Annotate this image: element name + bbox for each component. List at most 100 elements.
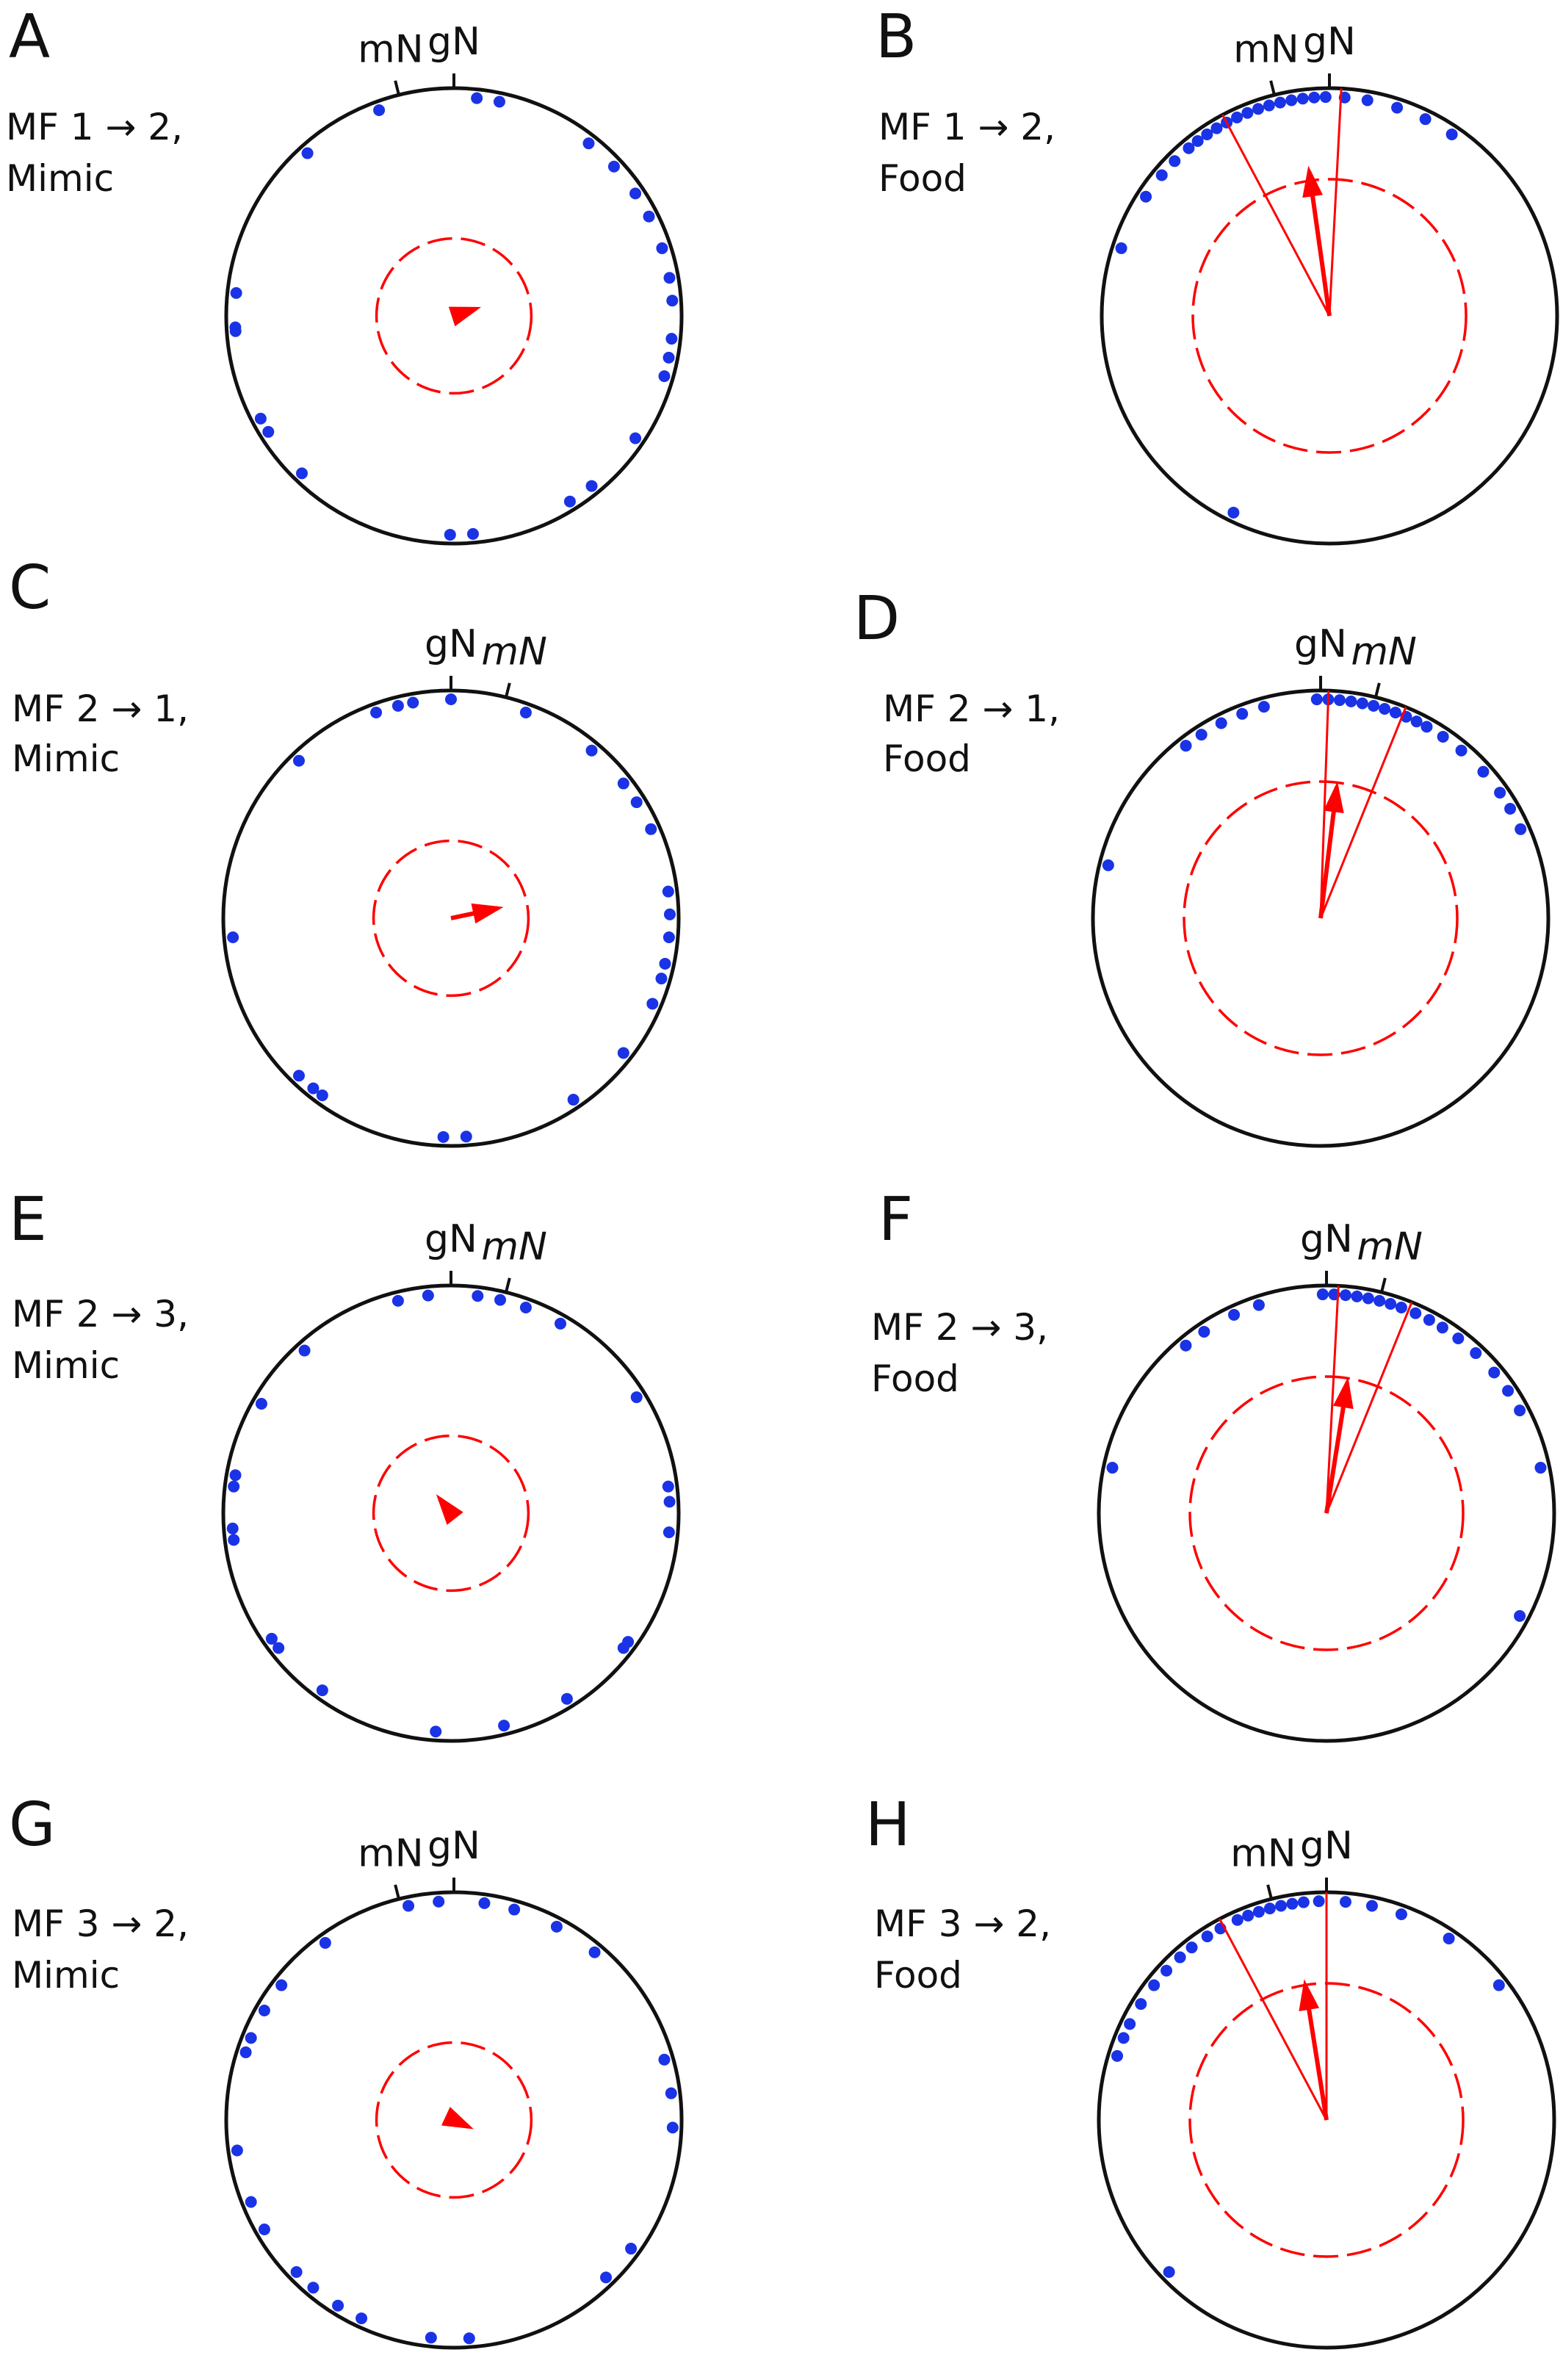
data-point	[665, 2087, 677, 2099]
data-point	[1241, 107, 1254, 119]
condition-line-2: Mimic	[6, 157, 115, 200]
data-point	[258, 2005, 270, 2016]
condition-line-1: MF 3 → 2,	[12, 1903, 189, 1945]
magnetic-north-tick	[504, 682, 511, 699]
magnetic-north-label: mN	[1357, 1225, 1423, 1269]
data-point	[1351, 1290, 1363, 1302]
confidence-line	[1221, 114, 1331, 317]
data-point	[1514, 1404, 1526, 1417]
data-point	[1201, 128, 1213, 140]
mean-vector-head	[436, 1494, 463, 1525]
data-point	[662, 1480, 674, 1493]
data-point	[1227, 506, 1240, 519]
data-point	[262, 425, 275, 438]
geographic-north-label: gN	[1303, 20, 1356, 64]
data-point	[1117, 2032, 1130, 2044]
data-point	[585, 744, 598, 757]
data-point	[1445, 128, 1458, 140]
data-point	[1515, 823, 1527, 835]
data-point	[1362, 1292, 1374, 1305]
data-point	[430, 1726, 442, 1738]
data-point	[498, 1720, 510, 1732]
data-point	[478, 1897, 491, 1909]
mean-vector-head	[1299, 1979, 1320, 2012]
magnetic-north-tick	[394, 80, 401, 97]
data-point	[471, 92, 483, 104]
data-point	[1180, 1339, 1192, 1352]
data-point	[229, 321, 242, 333]
data-point	[1502, 1385, 1515, 1397]
data-point	[1345, 695, 1357, 707]
data-point	[1443, 1932, 1455, 1944]
data-point	[433, 1895, 445, 1908]
data-point	[275, 1979, 288, 1991]
critical-circle	[372, 839, 530, 998]
data-point	[617, 1047, 629, 1059]
data-point	[1198, 1325, 1210, 1338]
data-point	[1215, 717, 1227, 729]
data-point	[1395, 1908, 1407, 1920]
condition-line-1: MF 2 → 3,	[871, 1306, 1048, 1349]
data-point	[1252, 1905, 1265, 1918]
data-point	[316, 1684, 328, 1697]
data-point	[1477, 765, 1490, 778]
data-point	[1111, 2049, 1124, 2062]
data-point	[663, 908, 676, 920]
magnetic-north-tick	[1269, 80, 1277, 97]
data-point	[1195, 729, 1208, 741]
data-point	[230, 286, 242, 299]
data-point	[258, 2224, 270, 2235]
data-point	[666, 2121, 679, 2134]
mean-vector-head	[1323, 781, 1344, 813]
data-point	[666, 295, 679, 307]
data-point	[567, 1094, 580, 1106]
data-point	[643, 210, 655, 223]
confidence-line	[1325, 1302, 1413, 1514]
data-point	[460, 1130, 472, 1143]
data-point	[1228, 1308, 1241, 1321]
data-point	[254, 412, 267, 425]
condition-line-1: MF 3 → 2,	[874, 1903, 1051, 1945]
data-point	[629, 187, 642, 200]
data-point	[617, 777, 629, 790]
data-point	[1242, 1909, 1255, 1922]
data-point	[494, 1294, 507, 1306]
condition-line-1: MF 2 → 3,	[12, 1293, 189, 1335]
magnetic-north-label: mN	[1230, 1832, 1296, 1876]
data-point	[1389, 706, 1401, 718]
data-point	[1391, 101, 1404, 114]
data-point	[1379, 703, 1391, 715]
data-point	[519, 1301, 532, 1313]
condition-line-2: Food	[874, 1954, 962, 1997]
data-point	[1106, 1462, 1119, 1474]
data-point	[472, 1290, 484, 1302]
plot-d: gN mN	[1091, 622, 1551, 1148]
data-point	[563, 495, 576, 508]
mean-vector-head	[441, 2107, 474, 2130]
mean-vector-head	[448, 306, 482, 327]
critical-circle	[1191, 178, 1468, 454]
data-point	[1356, 697, 1368, 710]
data-point	[1361, 94, 1374, 107]
data-point	[658, 2053, 671, 2066]
data-point	[1385, 1298, 1397, 1310]
condition-line-2: Mimic	[12, 738, 120, 780]
panel-letter: D	[853, 584, 900, 654]
condition-line-2: Food	[878, 157, 967, 200]
magnetic-north-tick	[1374, 682, 1381, 699]
critical-circle	[375, 2041, 533, 2199]
panel-letter: A	[9, 2, 51, 72]
magnetic-north-tick	[394, 1884, 401, 1901]
data-point	[1274, 96, 1286, 109]
data-point	[228, 1534, 240, 1546]
data-point	[1148, 1979, 1160, 1991]
data-point	[307, 2282, 320, 2294]
data-point	[1263, 99, 1275, 112]
condition-line-1: MF 2 → 1,	[883, 688, 1060, 730]
data-point	[1210, 122, 1223, 134]
data-point	[1455, 744, 1468, 757]
data-point	[332, 2299, 344, 2312]
data-point	[645, 823, 657, 835]
